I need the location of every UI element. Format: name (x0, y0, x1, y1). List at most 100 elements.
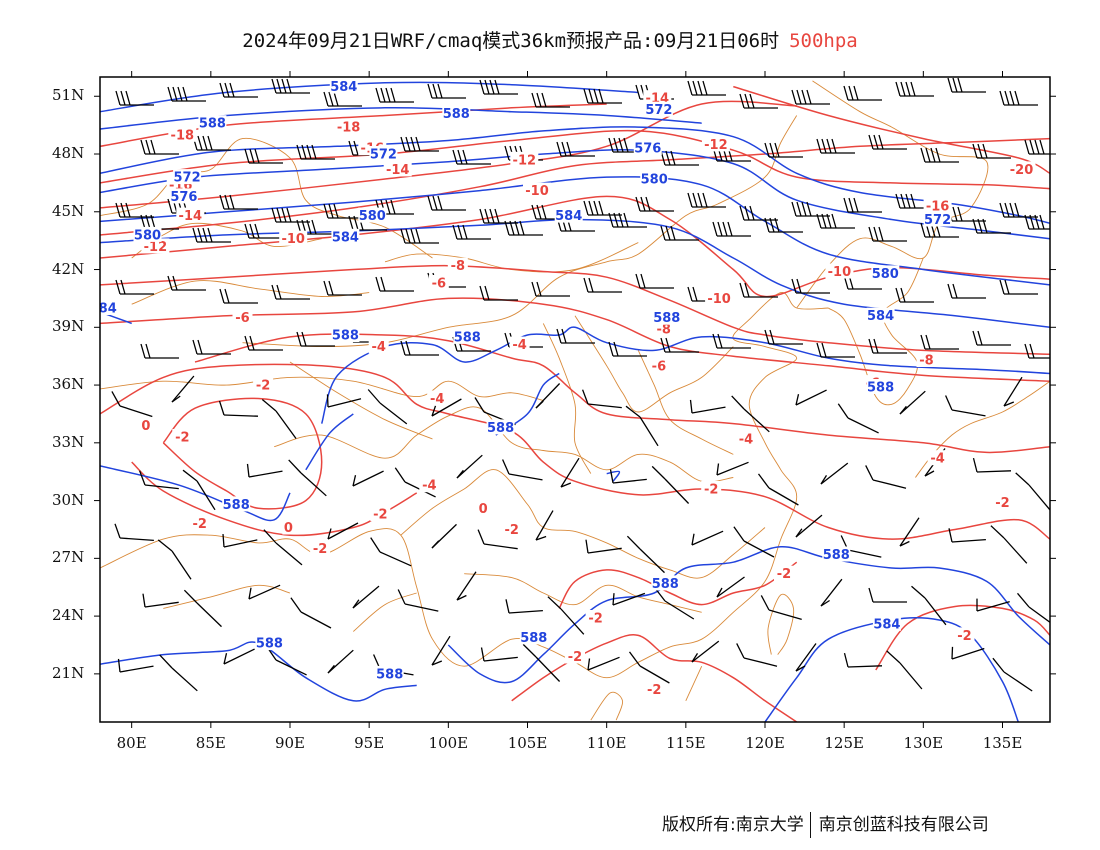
axis-ticks (94, 71, 1056, 728)
lon-tick-label: 120E (745, 734, 785, 752)
temperature-label: -14 (179, 209, 203, 224)
temperature-label: -6 (235, 311, 249, 326)
temperature-label: 0 (284, 521, 293, 536)
lon-tick-label: 90E (274, 734, 306, 752)
temperature-label: -2 (256, 379, 270, 394)
lon-tick-label: 95E (354, 734, 385, 752)
height-label: 588 (652, 577, 679, 592)
height-label: 584 (330, 80, 357, 95)
height-label: 588 (653, 311, 680, 326)
temperature-label: -2 (192, 517, 206, 532)
lat-tick-label: 48N (52, 144, 85, 162)
lat-tick-label: 39N (52, 317, 85, 336)
lon-tick-label: 105E (507, 734, 548, 752)
temperature-contour (875, 604, 1050, 671)
height-contour (606, 470, 621, 482)
wind-barbs (111, 77, 1050, 692)
height-label: 588 (443, 107, 470, 122)
temperature-label: -4 (739, 433, 753, 448)
temperature-label: -4 (371, 340, 385, 355)
title-main: 2024年09月21日WRF/cmaq模式36km预报产品:09月21日06时 (242, 30, 780, 52)
temperature-label: -10 (707, 292, 731, 307)
height-label: 580 (134, 228, 161, 243)
height-label: 576 (170, 190, 197, 205)
height-label: 572 (924, 213, 951, 228)
lat-tick-label: 30N (52, 490, 85, 509)
temperature-label: -2 (777, 567, 791, 582)
chart-title: 2024年09月21日WRF/cmaq模式36km预报产品:09月21日06时 5… (0, 26, 1100, 53)
temperature-label: -2 (588, 612, 602, 627)
height-contour (100, 126, 1050, 225)
height-label: 588 (256, 637, 283, 652)
temperature-label: -16 (926, 200, 950, 215)
temperature-label: -2 (568, 650, 582, 665)
temperature-label: 0 (479, 502, 488, 517)
height-label: 584 (555, 209, 582, 224)
height-label: 580 (641, 173, 668, 188)
temperature-label: -4 (422, 479, 436, 494)
temperature-label: -4 (930, 452, 944, 467)
height-label: 576 (634, 142, 661, 157)
temperature-contour (100, 264, 1050, 356)
temperature-contour (511, 634, 798, 722)
map-background (100, 77, 1050, 722)
lon-tick-label: 115E (666, 734, 706, 752)
temperature-contour (100, 129, 1050, 190)
lon-tick-label: 85E (195, 734, 226, 752)
temperature-contour (100, 363, 1050, 540)
province-borders (100, 80, 1050, 721)
height-label: 584 (873, 617, 900, 632)
temperature-contour (162, 397, 323, 510)
temperature-label: -12 (513, 153, 537, 168)
lat-tick-label: 24N (52, 606, 85, 625)
height-contour (100, 641, 417, 702)
height-label: 588 (376, 667, 403, 682)
footer-separator (809, 812, 811, 838)
temperature-label: -12 (704, 138, 728, 153)
temperature-label: -2 (704, 483, 718, 498)
map-frame (99, 76, 1051, 723)
lat-tick-label: 36N (52, 375, 85, 394)
height-label: 588 (199, 117, 226, 132)
temperature-label: -6 (432, 277, 446, 292)
height-label: 580 (359, 209, 386, 224)
temperature-label: -8 (656, 323, 670, 338)
height-contour (447, 546, 1050, 684)
height-label: 588 (332, 329, 359, 344)
height-label: 572 (174, 171, 201, 186)
lon-tick-label: 130E (903, 734, 944, 752)
lat-tick-label: 27N (52, 548, 85, 567)
height-label: 580 (872, 267, 899, 282)
temperature-contour (100, 137, 1050, 236)
temperature-label: -10 (281, 232, 305, 247)
lon-tick-label: 100E (428, 734, 469, 752)
temperature-label: -6 (652, 359, 666, 374)
temperature-label: -2 (175, 431, 189, 446)
height-label: 588 (454, 330, 481, 345)
height-contour (764, 617, 1019, 722)
height-label: 584 (867, 309, 894, 324)
lat-tick-label: 21N (52, 663, 85, 682)
lon-tick-label: 125E (824, 734, 864, 752)
lat-tick-label: 33N (52, 432, 85, 451)
height-label: 572 (645, 103, 672, 118)
height-label: 588 (223, 498, 250, 513)
lon-tick-label: 135E (982, 734, 1023, 752)
height-contour (305, 413, 354, 471)
temperature-label: -4 (512, 338, 526, 353)
temperature-label: -10 (828, 265, 852, 280)
temperature-label: -8 (919, 354, 933, 369)
lat-tick-label: 42N (52, 259, 85, 278)
temperature-label: -18 (171, 128, 195, 143)
temperature-label: -2 (373, 508, 387, 523)
height-label: 588 (520, 631, 547, 646)
company-text: 南京创蓝科技有限公司 (818, 815, 989, 835)
temperature-label: -2 (647, 683, 661, 698)
temperature-label: -20 (1010, 163, 1034, 178)
lon-tick-label: 110E (586, 734, 627, 752)
temperature-label: -10 (525, 184, 549, 199)
temperature-contour (100, 297, 1050, 382)
height-label: 588 (867, 381, 894, 396)
height-label: 588 (823, 548, 850, 563)
